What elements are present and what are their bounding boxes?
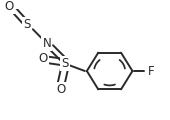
Text: N: N [42,37,51,50]
Text: S: S [23,18,31,31]
Text: O: O [4,0,13,13]
Text: O: O [56,83,65,96]
Text: O: O [38,52,47,65]
Text: F: F [148,65,155,78]
Text: S: S [61,57,69,70]
